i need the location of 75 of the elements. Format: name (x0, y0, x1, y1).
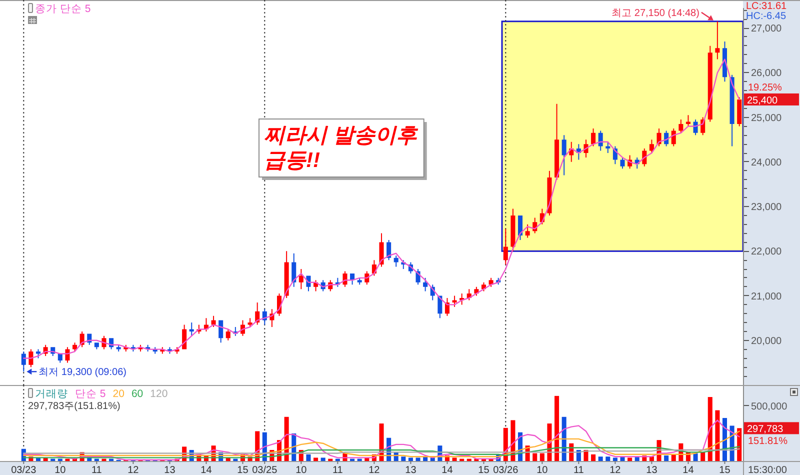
x-tick-label: 15 (237, 465, 249, 475)
bar (598, 456, 603, 461)
x-tick-label: 10 (296, 465, 308, 475)
bar (320, 458, 326, 461)
line-series (23, 58, 740, 359)
bar (532, 453, 538, 461)
x-tick-label: 14 (442, 465, 454, 475)
x-tick-label: 13 (164, 465, 176, 475)
y-tick-label: 21,000 (751, 291, 782, 302)
x-tick-label: 13 (646, 465, 658, 475)
bar (401, 456, 406, 461)
x-tick-label: 15 (719, 465, 731, 475)
bar (591, 454, 596, 461)
y-tick-label: 27,000 (751, 24, 782, 35)
y-tick-label: 23,000 (751, 202, 782, 214)
text: 단순 5 (75, 388, 106, 400)
bar (649, 456, 654, 461)
x-tick-label: 11 (332, 465, 344, 475)
annotation: 297,783주(151.81%) (28, 401, 120, 412)
text: 60 (131, 388, 144, 400)
x-tick-label: 14 (682, 465, 694, 475)
text: 20 (112, 388, 125, 400)
bar (314, 458, 318, 461)
bar (606, 456, 610, 461)
y-tick-label: 20,000 (751, 336, 782, 347)
bar (408, 458, 413, 461)
text: 15:30:00 (748, 465, 788, 475)
bar (664, 455, 669, 461)
y-tick-label: 24,000 (751, 157, 782, 168)
x-tick-label: 10 (536, 465, 548, 475)
x-tick-label: 10 (54, 465, 66, 475)
text: HC:-6.45 (746, 11, 786, 22)
x-tick-label: 12 (368, 465, 380, 475)
x-tick-label: 11 (573, 465, 584, 475)
x-tick-label: 15 (478, 465, 490, 475)
bar (379, 424, 384, 461)
text: 297,783 (747, 424, 784, 436)
text: 120 (150, 388, 168, 400)
x-tick-label: 12 (610, 465, 622, 475)
bar (708, 397, 712, 461)
bar (715, 410, 720, 461)
chart-title: 거래량 (35, 388, 68, 400)
candlestick (620, 157, 625, 169)
bar (700, 452, 706, 461)
candlestick (715, 21, 720, 60)
y-tick-label: 500,000 (751, 401, 788, 412)
text: 25,400 (747, 95, 778, 106)
text: 종가 단순 5 (35, 3, 91, 15)
annotation: 최저 19,300 (09:06) (38, 367, 126, 378)
annotation: 최고 27,150 (14:48) (612, 8, 700, 19)
text: LC:31.61 (746, 1, 788, 12)
bar (737, 428, 742, 461)
x-tick-label: 03/26 (493, 465, 519, 475)
bar (612, 458, 618, 461)
bar (554, 396, 560, 461)
x-tick-label: 11 (91, 465, 102, 475)
text: 151.81% (748, 436, 788, 448)
x-tick-label: 12 (128, 465, 140, 475)
x-tick-label: 14 (200, 465, 212, 475)
bar (671, 454, 676, 461)
annotation: 찌라시 발송이후 급등!! (264, 124, 419, 172)
bar (416, 458, 420, 461)
candlestick (189, 322, 194, 336)
bar (540, 453, 544, 461)
x-tick-label: 13 (405, 465, 417, 475)
x-tick-label: 03/25 (252, 465, 278, 475)
bar (628, 458, 632, 461)
text: 19.25% (748, 82, 782, 94)
x-tick-label: 03/23 (11, 465, 37, 475)
y-tick-label: 22,000 (751, 246, 782, 258)
bar (306, 454, 311, 461)
bar (452, 458, 457, 461)
y-tick-label: 26,000 (751, 68, 782, 80)
y-tick-label: 25,000 (751, 112, 782, 124)
bar (693, 453, 698, 461)
